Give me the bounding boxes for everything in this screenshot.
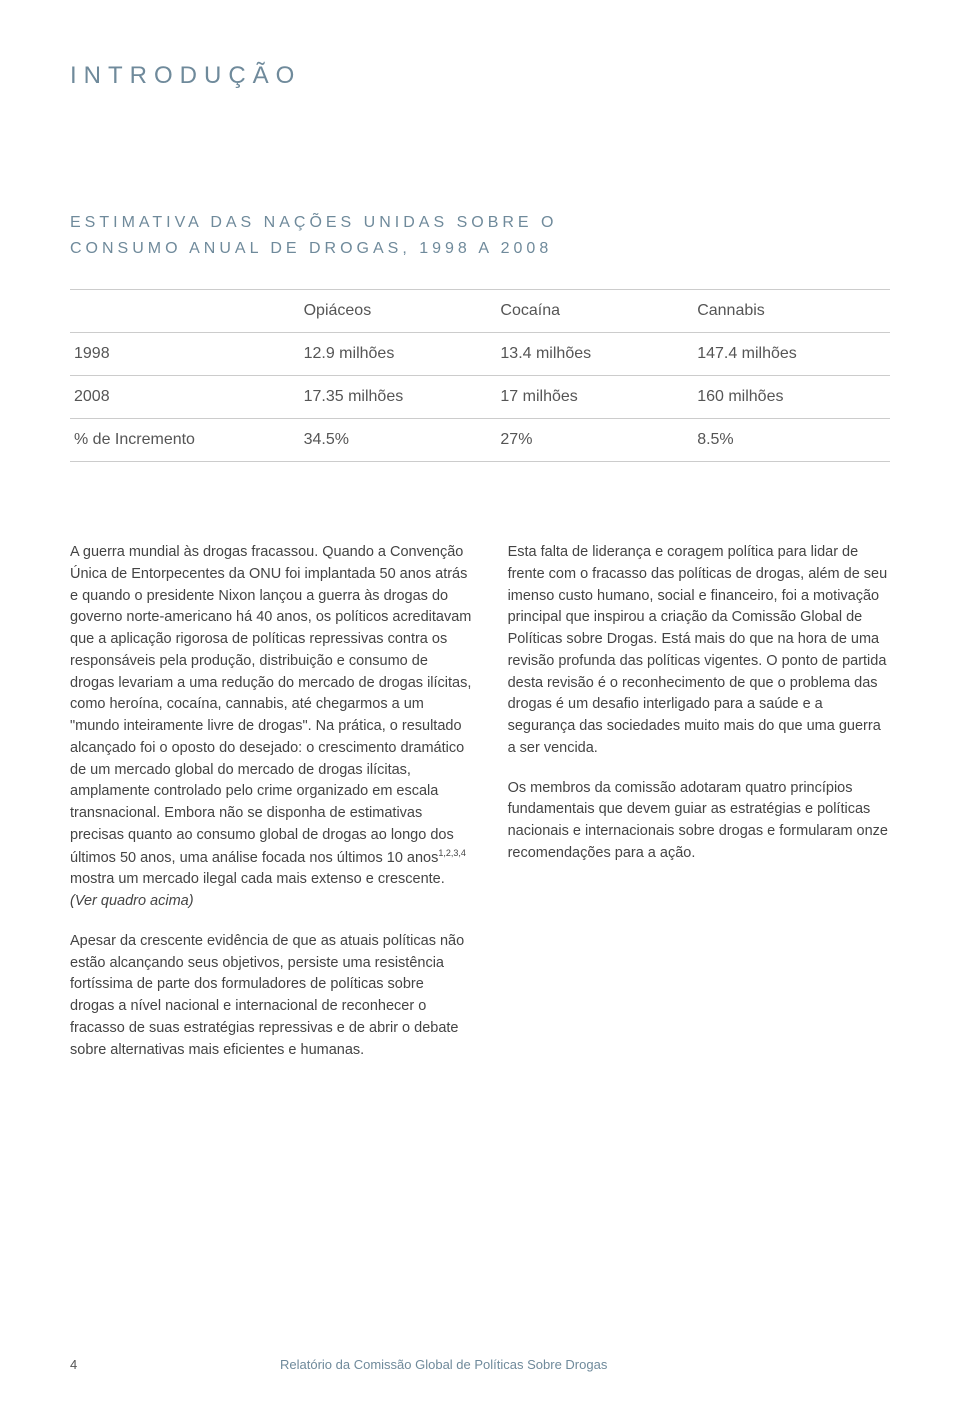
left-para-1: A guerra mundial às drogas fracassou. Qu… xyxy=(70,542,472,913)
cell: 8.5% xyxy=(693,419,890,462)
table-header-row: Opiáceos Cocaína Cannabis xyxy=(70,290,890,333)
col-header-3: Cannabis xyxy=(693,290,890,333)
cell: % de Incremento xyxy=(70,419,300,462)
cell: 1998 xyxy=(70,333,300,376)
left-column: A guerra mundial às drogas fracassou. Qu… xyxy=(70,542,472,1079)
page-footer: 4 Relatório da Comissão Global de Políti… xyxy=(70,1357,890,1372)
data-table: Opiáceos Cocaína Cannabis 1998 12.9 milh… xyxy=(70,289,890,462)
footnote-refs: 1,2,3,4 xyxy=(438,848,466,858)
col-header-1: Opiáceos xyxy=(300,290,497,333)
left-p1-italic: (Ver quadro acima) xyxy=(70,893,194,909)
right-para-1: Esta falta de liderança e coragem políti… xyxy=(508,542,890,760)
cell: 17 milhões xyxy=(496,376,693,419)
cell: 147.4 milhões xyxy=(693,333,890,376)
table-row: 2008 17.35 milhões 17 milhões 160 milhõe… xyxy=(70,376,890,419)
cell: 13.4 milhões xyxy=(496,333,693,376)
table-title-line2: CONSUMO ANUAL DE DROGAS, 1998 A 2008 xyxy=(70,240,552,257)
footer-text: Relatório da Comissão Global de Política… xyxy=(280,1357,890,1372)
table-row: % de Incremento 34.5% 27% 8.5% xyxy=(70,419,890,462)
left-p1-tail: mostra um mercado ilegal cada mais exten… xyxy=(70,871,445,887)
left-para-2: Apesar da crescente evidência de que as … xyxy=(70,931,472,1062)
table-row: 1998 12.9 milhões 13.4 milhões 147.4 mil… xyxy=(70,333,890,376)
right-column: Esta falta de liderança e coragem políti… xyxy=(508,542,890,1079)
cell: 160 milhões xyxy=(693,376,890,419)
page-number: 4 xyxy=(70,1357,280,1372)
body-columns: A guerra mundial às drogas fracassou. Qu… xyxy=(70,542,890,1079)
cell: 2008 xyxy=(70,376,300,419)
col-header-2: Cocaína xyxy=(496,290,693,333)
cell: 17.35 milhões xyxy=(300,376,497,419)
cell: 12.9 milhões xyxy=(300,333,497,376)
table-title-line1: ESTIMATIVA DAS NAÇÕES UNIDAS SOBRE O xyxy=(70,214,557,231)
page-heading: INTRODUÇÃO xyxy=(70,62,890,90)
left-p1-text: A guerra mundial às drogas fracassou. Qu… xyxy=(70,544,471,865)
right-para-2: Os membros da comissão adotaram quatro p… xyxy=(508,778,890,865)
cell: 34.5% xyxy=(300,419,497,462)
table-title: ESTIMATIVA DAS NAÇÕES UNIDAS SOBRE O CON… xyxy=(70,210,890,261)
cell: 27% xyxy=(496,419,693,462)
